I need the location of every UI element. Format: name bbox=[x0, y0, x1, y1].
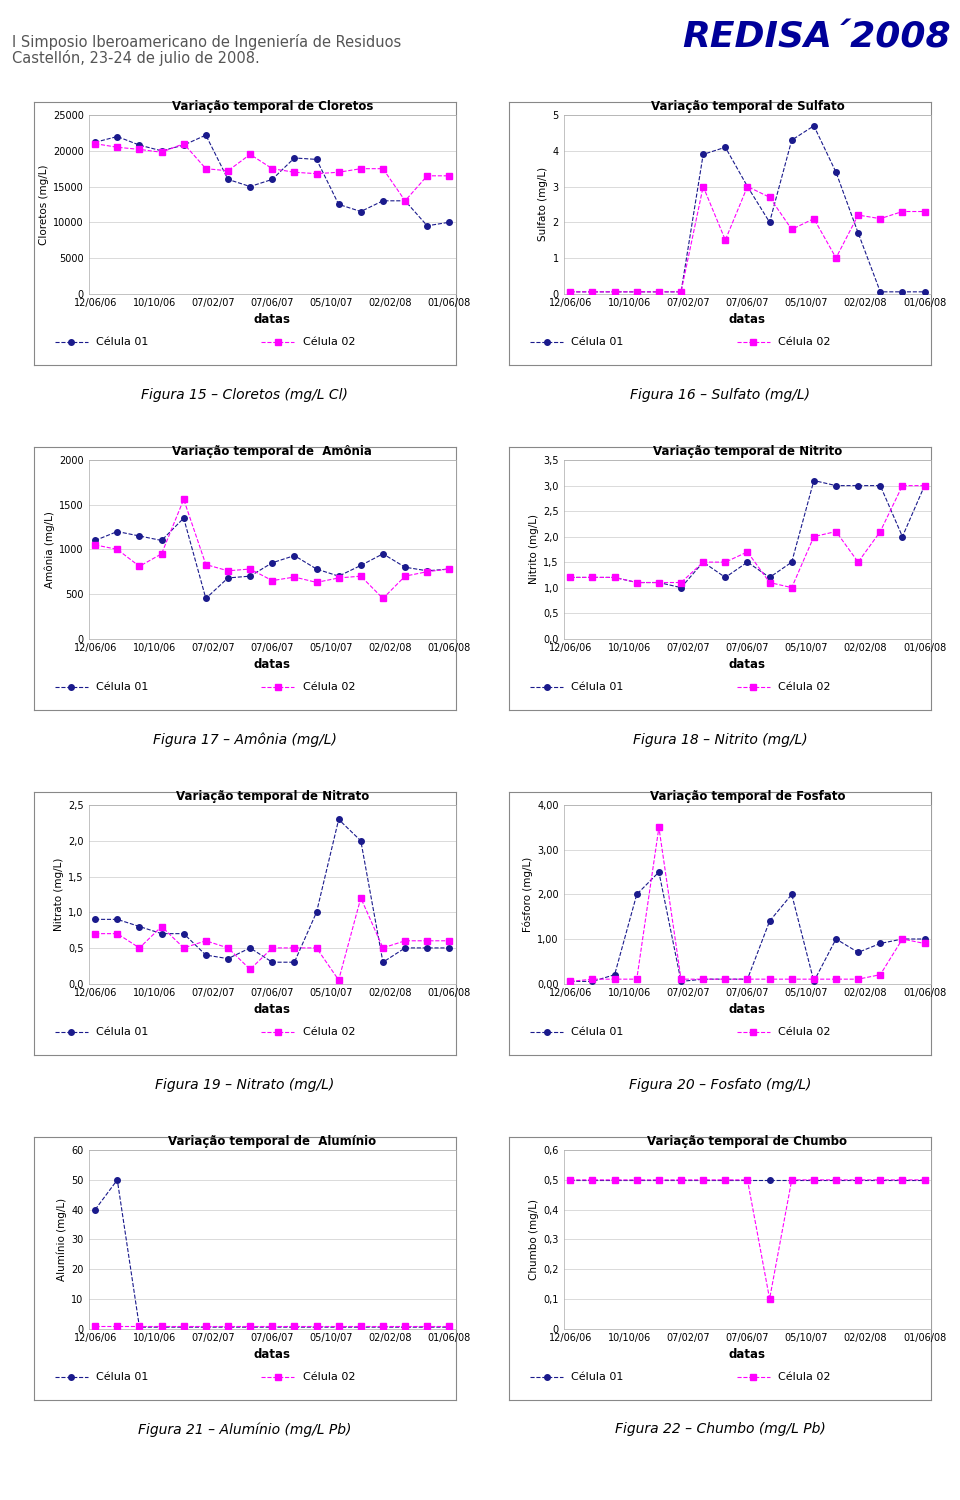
Text: Célula 02: Célula 02 bbox=[302, 1372, 355, 1382]
Title: Variação temporal de Nitrato: Variação temporal de Nitrato bbox=[176, 789, 369, 802]
Text: Célula 02: Célula 02 bbox=[778, 1372, 830, 1382]
Text: Castellón, 23-24 de julio de 2008.: Castellón, 23-24 de julio de 2008. bbox=[12, 50, 260, 66]
Text: datas: datas bbox=[729, 658, 766, 672]
Title: Variação temporal de Nitrito: Variação temporal de Nitrito bbox=[653, 444, 842, 458]
Text: datas: datas bbox=[729, 1004, 766, 1017]
Text: Célula 02: Célula 02 bbox=[302, 682, 355, 692]
Text: datas: datas bbox=[253, 1004, 291, 1017]
Y-axis label: Nitrato (mg/L): Nitrato (mg/L) bbox=[54, 858, 64, 932]
Title: Variação temporal de Fosfato: Variação temporal de Fosfato bbox=[650, 789, 845, 802]
Text: Célula 01: Célula 01 bbox=[571, 1028, 624, 1036]
Y-axis label: Fósforo (mg/L): Fósforo (mg/L) bbox=[522, 856, 533, 932]
Y-axis label: Nitrito (mg/L): Nitrito (mg/L) bbox=[529, 514, 540, 585]
Title: Variação temporal de Cloretos: Variação temporal de Cloretos bbox=[172, 99, 372, 112]
Text: Célula 02: Célula 02 bbox=[778, 338, 830, 346]
Text: Célula 02: Célula 02 bbox=[778, 682, 830, 692]
Text: I Simposio Iberoamericano de Ingeniería de Residuos: I Simposio Iberoamericano de Ingeniería … bbox=[12, 34, 401, 51]
Title: Variação temporal de  Amônia: Variação temporal de Amônia bbox=[172, 444, 372, 458]
Y-axis label: Chumbo (mg/L): Chumbo (mg/L) bbox=[529, 1198, 540, 1280]
Title: Variação temporal de Chumbo: Variação temporal de Chumbo bbox=[647, 1134, 848, 1148]
Text: Célula 01: Célula 01 bbox=[571, 338, 624, 346]
Title: Variação temporal de  Alumínio: Variação temporal de Alumínio bbox=[168, 1134, 376, 1148]
Text: Figura 22 – Chumbo (mg/L Pb): Figura 22 – Chumbo (mg/L Pb) bbox=[614, 1422, 826, 1437]
Text: Célula 01: Célula 01 bbox=[571, 682, 624, 692]
Text: datas: datas bbox=[253, 1348, 291, 1362]
Text: Figura 15 – Cloretos (mg/L Cl): Figura 15 – Cloretos (mg/L Cl) bbox=[141, 387, 348, 402]
Text: datas: datas bbox=[253, 658, 291, 672]
Y-axis label: Alumínio (mg/L): Alumínio (mg/L) bbox=[57, 1198, 67, 1281]
Text: datas: datas bbox=[253, 314, 291, 327]
Y-axis label: Cloretos (mg/L): Cloretos (mg/L) bbox=[38, 164, 49, 244]
Text: Figura 17 – Amônia (mg/L): Figura 17 – Amônia (mg/L) bbox=[153, 732, 337, 747]
Text: Célula 01: Célula 01 bbox=[96, 1372, 149, 1382]
Text: Célula 01: Célula 01 bbox=[96, 338, 149, 346]
Text: Figura 20 – Fosfato (mg/L): Figura 20 – Fosfato (mg/L) bbox=[629, 1077, 811, 1092]
Text: Célula 01: Célula 01 bbox=[96, 682, 149, 692]
Text: Célula 01: Célula 01 bbox=[96, 1028, 149, 1036]
Text: Célula 02: Célula 02 bbox=[778, 1028, 830, 1036]
Text: Célula 02: Célula 02 bbox=[302, 1028, 355, 1036]
Text: Figura 16 – Sulfato (mg/L): Figura 16 – Sulfato (mg/L) bbox=[630, 387, 810, 402]
Text: datas: datas bbox=[729, 1348, 766, 1362]
Text: Figura 21 – Alumínio (mg/L Pb): Figura 21 – Alumínio (mg/L Pb) bbox=[138, 1422, 351, 1437]
Text: REDISA´2008: REDISA´2008 bbox=[682, 21, 950, 54]
Text: Célula 02: Célula 02 bbox=[302, 338, 355, 346]
Title: Variação temporal de Sulfato: Variação temporal de Sulfato bbox=[651, 99, 845, 112]
Text: Figura 19 – Nitrato (mg/L): Figura 19 – Nitrato (mg/L) bbox=[156, 1077, 334, 1092]
Text: datas: datas bbox=[729, 314, 766, 327]
Text: Figura 18 – Nitrito (mg/L): Figura 18 – Nitrito (mg/L) bbox=[633, 732, 807, 747]
Y-axis label: Sulfato (mg/L): Sulfato (mg/L) bbox=[539, 168, 548, 242]
Y-axis label: Amônia (mg/L): Amônia (mg/L) bbox=[44, 512, 55, 588]
Text: Célula 01: Célula 01 bbox=[571, 1372, 624, 1382]
